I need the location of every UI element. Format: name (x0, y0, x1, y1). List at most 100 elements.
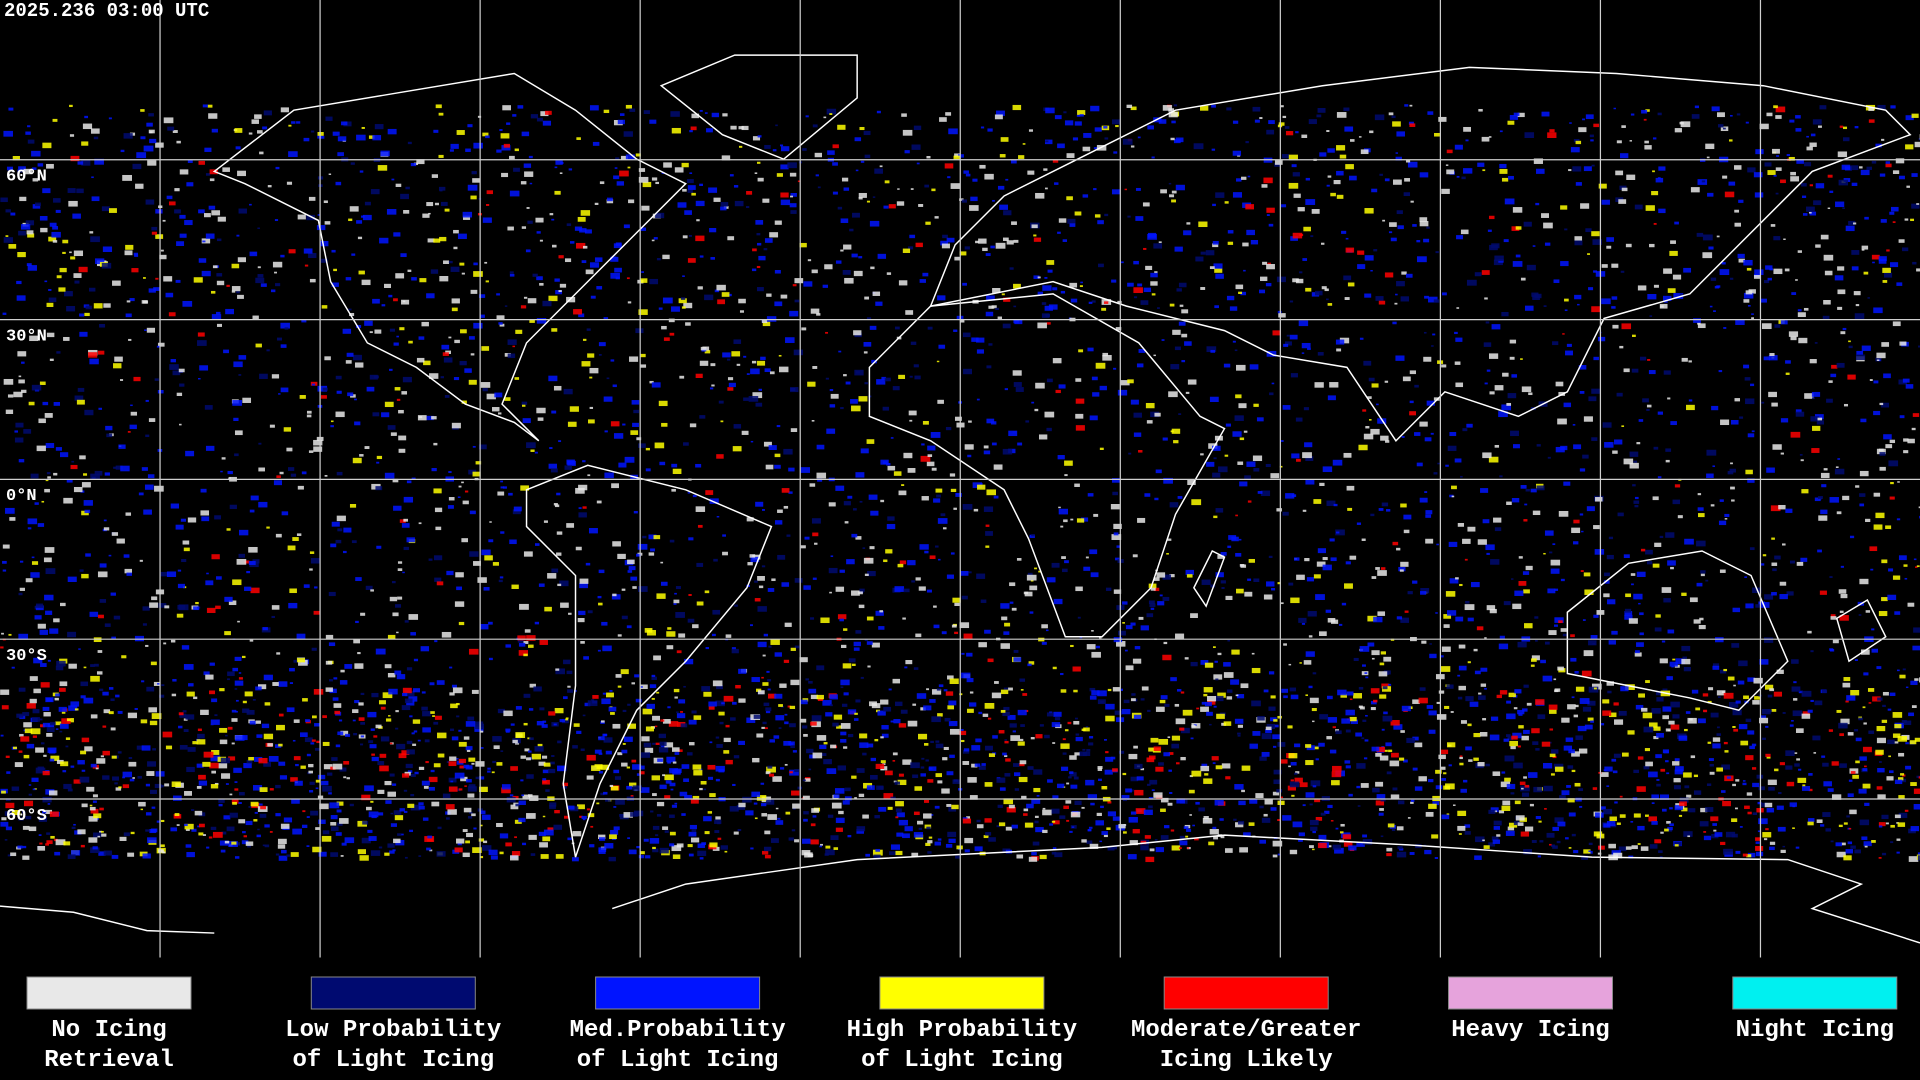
icing-pixel (1052, 159, 1059, 163)
icing-pixel (963, 633, 973, 639)
icing-pixel (1708, 246, 1714, 250)
icing-pixel (539, 639, 548, 645)
icing-pixel (1723, 692, 1734, 699)
icing-pixel (743, 355, 747, 358)
icing-pixel (1187, 479, 1196, 486)
icing-pixel (485, 280, 489, 283)
icing-pixel (239, 792, 245, 796)
icing-pixel (671, 306, 680, 312)
icing-pixel (1710, 504, 1715, 507)
icing-pixel (214, 782, 219, 786)
icing-pixel (104, 623, 111, 627)
icing-pixel (758, 388, 763, 391)
icing-pixel (136, 745, 144, 750)
icing-pixel (666, 631, 676, 637)
icing-pixel (860, 448, 869, 454)
icing-pixel (1013, 649, 1019, 653)
icing-pixel (1380, 798, 1386, 802)
icing-pixel (582, 460, 586, 463)
icing-pixel (214, 714, 218, 717)
icing-pixel (134, 254, 139, 257)
icing-pixel (1317, 108, 1326, 113)
icing-pixel (1881, 402, 1890, 408)
icing-pixel (585, 269, 594, 275)
icing-pixel (1881, 342, 1890, 347)
icing-pixel (939, 117, 947, 122)
icing-pixel (634, 674, 640, 678)
icing-pixel (55, 447, 62, 451)
icing-pixel (1587, 253, 1591, 255)
icing-pixel (913, 811, 920, 816)
icing-pixel (237, 620, 240, 623)
icing-pixel (1282, 115, 1287, 119)
icing-pixel (638, 443, 646, 448)
icing-pixel (1362, 664, 1366, 667)
icing-pixel (1259, 805, 1264, 809)
icing-pixel (1167, 538, 1172, 541)
icing-pixel (1441, 814, 1450, 820)
icing-pixel (1890, 481, 1894, 485)
icing-pixel (1912, 645, 1920, 651)
icing-pixel (95, 767, 99, 770)
icing-pixel (349, 504, 357, 508)
icing-pixel (278, 761, 286, 766)
icing-pixel (688, 831, 697, 837)
icing-pixel (1441, 778, 1447, 781)
icing-pixel (855, 630, 862, 634)
icing-pixel (126, 300, 131, 303)
icing-pixel (1002, 448, 1013, 455)
icing-pixel (1227, 230, 1234, 234)
icing-pixel (1681, 357, 1688, 362)
icing-pixel (1593, 525, 1600, 530)
icing-pixel (750, 847, 754, 850)
icing-pixel (780, 199, 791, 206)
icing-pixel (941, 243, 950, 249)
icing-pixel (1570, 657, 1577, 662)
icing-pixel (613, 769, 620, 774)
icing-pixel (1481, 270, 1490, 275)
icing-pixel (1562, 333, 1565, 335)
icing-pixel (179, 214, 186, 219)
icing-pixel (882, 406, 889, 411)
icing-pixel (1283, 695, 1288, 699)
icing-pixel (1002, 323, 1011, 329)
icing-pixel (554, 190, 561, 195)
icing-pixel (235, 699, 239, 702)
icing-pixel (1510, 430, 1519, 437)
icing-pixel (631, 682, 636, 685)
icing-pixel (1706, 156, 1710, 159)
icing-pixel (1350, 139, 1355, 142)
icing-pixel (1904, 218, 1909, 221)
icing-pixel (120, 379, 124, 381)
icing-pixel (1890, 105, 1896, 109)
icing-pixel (174, 813, 180, 817)
icing-pixel (594, 202, 599, 205)
icing-pixel (971, 763, 978, 768)
icing-pixel (77, 161, 84, 165)
icing-pixel (1013, 305, 1017, 308)
icing-pixel (1544, 242, 1551, 246)
icing-pixel (887, 516, 895, 521)
icing-pixel (1504, 198, 1515, 205)
icing-pixel (927, 326, 933, 330)
icing-pixel (790, 745, 795, 749)
icing-pixel (953, 329, 958, 332)
icing-pixel (1911, 203, 1920, 209)
icing-pixel (1482, 452, 1492, 459)
icing-pixel (271, 615, 276, 619)
icing-pixel (1515, 254, 1521, 258)
icing-pixel (1227, 241, 1234, 245)
icing-pixel (1870, 568, 1874, 571)
icing-pixel (771, 578, 776, 582)
icing-pixel (1885, 444, 1893, 449)
icing-pixel (1319, 631, 1327, 637)
icing-pixel (628, 849, 637, 855)
icing-pixel (1298, 832, 1305, 837)
icing-pixel (1420, 588, 1430, 594)
icing-pixel (802, 795, 810, 800)
icing-pixel (722, 113, 728, 117)
icing-pixel (1662, 715, 1669, 720)
icing-pixel (434, 640, 438, 643)
icing-pixel (1578, 788, 1584, 792)
icing-pixel (660, 581, 668, 586)
